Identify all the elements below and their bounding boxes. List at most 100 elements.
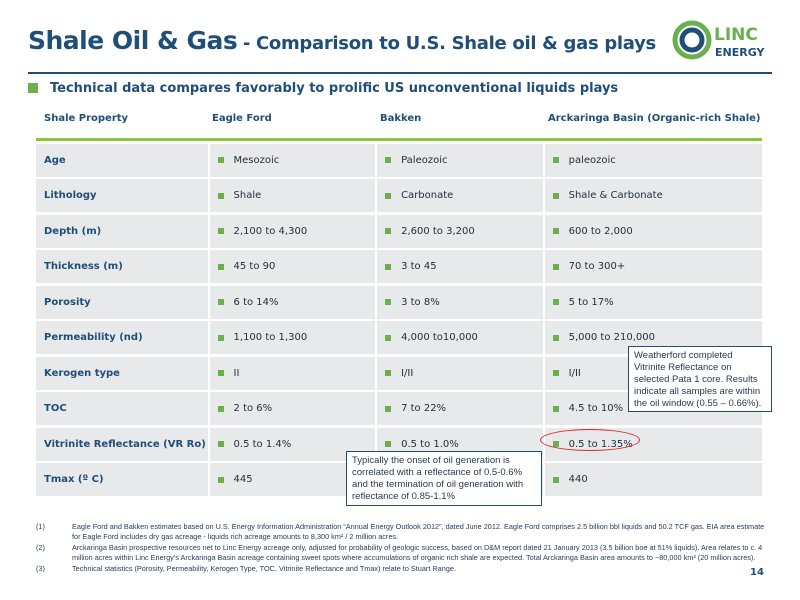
cell-property: Thickness (m): [36, 250, 208, 283]
cell-eagle-ford: II: [209, 356, 376, 390]
footnote-text: Technical statistics (Porosity, Permeabi…: [72, 564, 456, 573]
cell-bakken: 2,600 to 3,200: [377, 214, 543, 248]
cell-text: paleozoic: [568, 154, 616, 166]
cell-text: 6 to 14%: [233, 296, 279, 308]
header-bakken: Bakken: [380, 112, 422, 124]
cell-text: II: [233, 367, 240, 379]
cell-text: 2 to 6%: [233, 403, 273, 414]
footnote-text: Eagle Ford and Bakken estimates based on…: [72, 522, 765, 541]
cell-arckaringa: 5 to 17%: [544, 285, 763, 319]
cell-text: I/II: [401, 367, 414, 379]
square-bullet-icon: [217, 441, 224, 447]
table-row: TOC 2 to 6% 7 to 22% 4.5 to 10%: [36, 390, 763, 425]
cell-text: Permeability (nd): [44, 332, 143, 343]
table-header: Shale Property Eagle Ford Bakken Arckari…: [36, 106, 762, 130]
cell-property: Lithology: [36, 179, 208, 212]
square-bullet-icon: [385, 299, 392, 305]
cell-text: Porosity: [44, 296, 91, 308]
square-bullet-icon: [552, 334, 559, 341]
cell-text: 600 to 2,000: [568, 225, 633, 237]
footnote-number: (1): [36, 522, 45, 531]
square-bullet-icon: [28, 83, 38, 93]
cell-property: TOC: [36, 392, 208, 425]
square-bullet-icon: [217, 192, 224, 199]
logo-text-linc: LINC: [714, 25, 758, 45]
cell-text: TOC: [44, 403, 67, 414]
cell-arckaringa: 70 to 300+: [544, 250, 763, 283]
header-arckaringa: Arckaringa Basin (Organic-rich Shale): [548, 112, 761, 124]
slide-title-main: Shale Oil & Gas: [28, 26, 238, 55]
cell-eagle-ford: 45 to 90: [209, 250, 376, 283]
square-bullet-icon: [385, 334, 392, 341]
table-body: Age Mesozoic Paleozoic paleozoic Lithology Sh…: [36, 141, 763, 496]
cell-eagle-ford: 2,100 to 4,300: [209, 214, 376, 248]
cell-bakken: 7 to 22%: [377, 392, 543, 425]
table-row: Permeability (nd) 1,100 to 1,300 4,000 to1…: [36, 319, 763, 354]
cell-text: 5,000 to 210,000: [568, 332, 656, 343]
cell-eagle-ford: 2 to 6%: [209, 392, 376, 425]
subtitle-row: Technical data compares favorably to pro…: [28, 80, 618, 96]
linc-energy-logo: LINC ENERGY: [672, 20, 765, 60]
cell-text: 1,100 to 1,300: [233, 332, 308, 343]
cell-text: 3 to 8%: [401, 296, 440, 308]
square-bullet-icon: [552, 263, 559, 270]
cell-eagle-ford: Shale: [209, 179, 376, 212]
cell-eagle-ford: Mesozoic: [209, 143, 376, 177]
square-bullet-icon: [552, 476, 559, 483]
cell-text: 5 to 17%: [568, 296, 614, 308]
cell-arckaringa: paleozoic: [544, 143, 763, 177]
square-bullet-icon: [217, 405, 224, 412]
cell-property: Tmax (º C): [36, 463, 208, 496]
footnote: (3) Technical statistics (Porosity, Perm…: [36, 564, 766, 574]
slide-subtitle: Technical data compares favorably to pro…: [50, 80, 619, 96]
square-bullet-icon: [385, 228, 392, 234]
cell-bakken: I/II: [377, 356, 543, 390]
square-bullet-icon: [552, 157, 559, 163]
table-row: Porosity 6 to 14% 3 to 8% 5 to 17%: [36, 283, 763, 319]
cell-bakken: 3 to 8%: [377, 285, 543, 319]
cell-text: Carbonate: [401, 190, 454, 201]
slide-title-sub: - Comparison to U.S. Shale oil & gas pla…: [242, 33, 656, 54]
cell-text: 45 to 90: [233, 261, 276, 272]
square-bullet-icon: [385, 370, 392, 376]
cell-bakken: Paleozoic: [377, 143, 543, 177]
cell-text: 3 to 45: [401, 261, 437, 272]
cell-bakken: 3 to 45: [377, 250, 543, 283]
cell-property: Vitrinite Reflectance (VR Ro): [36, 427, 208, 461]
footnote-text: Arckaringa Basin prospective resources n…: [72, 543, 763, 562]
header-eagle-ford: Eagle Ford: [212, 112, 272, 124]
square-bullet-icon: [217, 476, 224, 483]
cell-text: Paleozoic: [401, 154, 448, 166]
cell-bakken: Carbonate: [377, 179, 543, 212]
page-number: 14: [750, 567, 764, 578]
footnote: (1) Eagle Ford and Bakken estimates base…: [36, 522, 766, 542]
cell-arckaringa: 600 to 2,000: [544, 214, 763, 248]
square-bullet-icon: [217, 157, 224, 163]
square-bullet-icon: [217, 228, 224, 234]
square-bullet-icon: [385, 263, 392, 270]
square-bullet-icon: [385, 441, 392, 447]
cell-text: Tmax (º C): [44, 474, 104, 485]
cell-text: 440: [568, 474, 588, 485]
slide-title: Shale Oil & Gas - Comparison to U.S. Sha…: [28, 26, 656, 55]
cell-text: Depth (m): [44, 225, 102, 237]
logo-ring-inner: [679, 27, 705, 53]
square-bullet-icon: [385, 157, 392, 163]
square-bullet-icon: [552, 370, 559, 376]
cell-text: 7 to 22%: [401, 403, 447, 414]
cell-property: Age: [36, 143, 208, 177]
cell-text: 4,000 to10,000: [401, 332, 478, 343]
cell-property: Depth (m): [36, 214, 208, 248]
table-row: Depth (m) 2,100 to 4,300 2,600 to 3,200 600…: [36, 212, 763, 248]
cell-text: Mesozoic: [233, 154, 280, 166]
table-row: Vitrinite Reflectance (VR Ro) 0.5 to 1.4%…: [36, 425, 763, 461]
cell-property: Permeability (nd): [36, 321, 208, 354]
cell-text: Kerogen type: [44, 367, 120, 379]
cell-arckaringa: Shale & Carbonate: [544, 179, 763, 212]
header-divider: [28, 72, 772, 74]
table-row: Age Mesozoic Paleozoic paleozoic: [36, 141, 763, 177]
cell-bakken: 4,000 to10,000: [377, 321, 543, 354]
table-row: Thickness (m) 45 to 90 3 to 45 70 to 300+: [36, 248, 763, 283]
callout-weatherford: Weatherford completed Vitrinite Reflecta…: [628, 346, 772, 412]
cell-text: Lithology: [44, 190, 97, 201]
